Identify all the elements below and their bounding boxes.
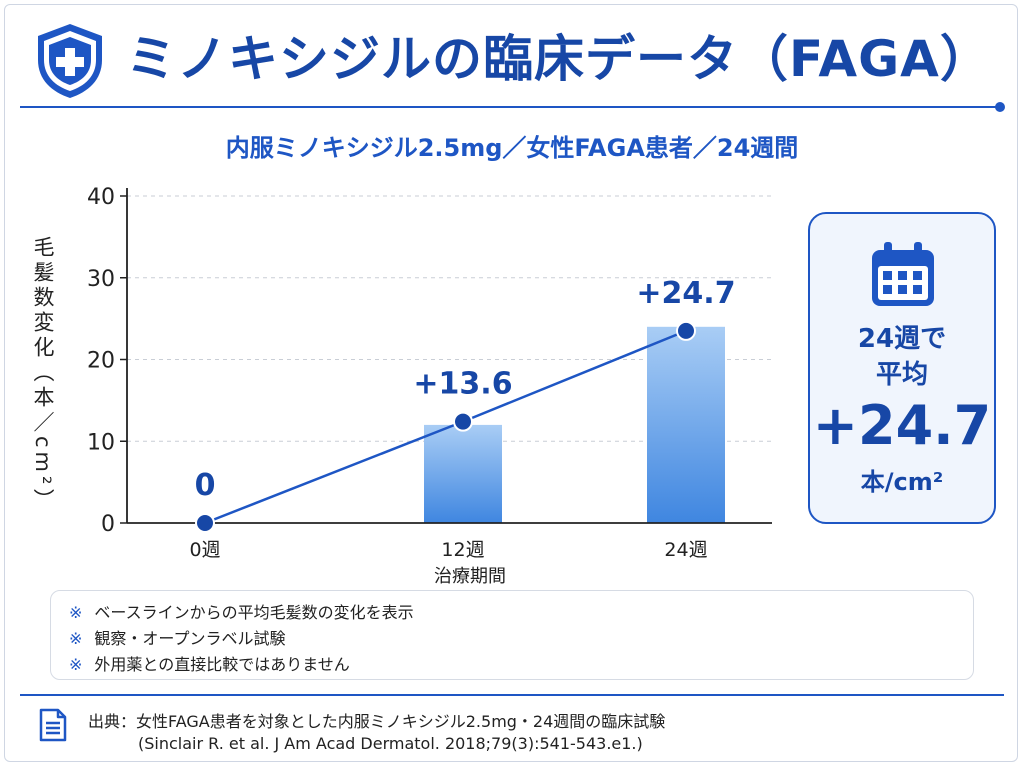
shield-icon: [38, 24, 102, 98]
x-tick-label: 12週: [441, 539, 484, 561]
footer-divider: [20, 694, 1004, 696]
page-frame: [4, 4, 1018, 762]
source-reference: (Sinclair R. et al. J Am Acad Dermatol. …: [138, 734, 643, 753]
x-tick-label: 0週: [189, 539, 220, 561]
note-mark: ※: [69, 603, 83, 622]
summary-unit: 本/cm²: [860, 468, 944, 496]
y-tick-label: 0: [101, 512, 115, 537]
y-tick-label: 40: [87, 185, 115, 210]
bar: [647, 326, 725, 523]
data-point: [453, 411, 473, 432]
summary-average-label: 平均: [875, 360, 928, 390]
page-title: ミノキシジルの臨床データ（FAGA）: [126, 30, 991, 88]
data-label: 0: [195, 468, 216, 503]
header: ミノキシジルの臨床データ（FAGA）: [0, 0, 1024, 110]
x-axis-label: 治療期間: [434, 566, 506, 587]
note-item: ※ 観察・オープンラベル試験: [69, 629, 286, 648]
y-tick-label: 30: [87, 267, 115, 292]
summary-value: +24.7: [812, 394, 992, 457]
header-divider: [20, 106, 1000, 108]
y-tick-label: 20: [87, 349, 115, 374]
notes-box: ※ ベースラインからの平均毛髪数の変化を表示 ※ 観察・オープンラベル試験 ※ 外用薬…: [50, 590, 974, 680]
data-label: +24.7: [636, 276, 735, 311]
data-point: [195, 513, 215, 533]
calendar-icon: [872, 242, 934, 306]
summary-period: 24週で: [857, 324, 947, 354]
hair-count-chart: 0 10 20 30 40 0週 12週 24週 0 +13.6 +24.7: [87, 185, 772, 561]
note-item: ※ 外用薬との直接比較ではありません: [69, 655, 350, 674]
note-item: ※ ベースラインからの平均毛髪数の変化を表示: [69, 603, 414, 622]
x-tick-label: 24週: [664, 539, 707, 561]
summary-card: 24週で 平均 +24.7 本/cm²: [808, 212, 996, 524]
bar: [424, 424, 502, 523]
y-axis-label: 毛髪数変化（本／cm²）: [31, 236, 55, 514]
source-citation: 出典：女性FAGA患者を対象とした内服ミノキシジル2.5mg・24週間の臨床試験: [88, 712, 666, 731]
data-label: +13.6: [413, 367, 512, 402]
header-divider-dot: [995, 102, 1005, 112]
chart-subtitle: 内服ミノキシジル2.5mg／女性FAGA患者／24週間: [225, 134, 799, 162]
note-mark: ※: [69, 655, 83, 674]
y-tick-label: 10: [87, 430, 115, 455]
data-point: [676, 320, 696, 341]
document-icon: [39, 708, 67, 742]
note-mark: ※: [69, 629, 83, 648]
